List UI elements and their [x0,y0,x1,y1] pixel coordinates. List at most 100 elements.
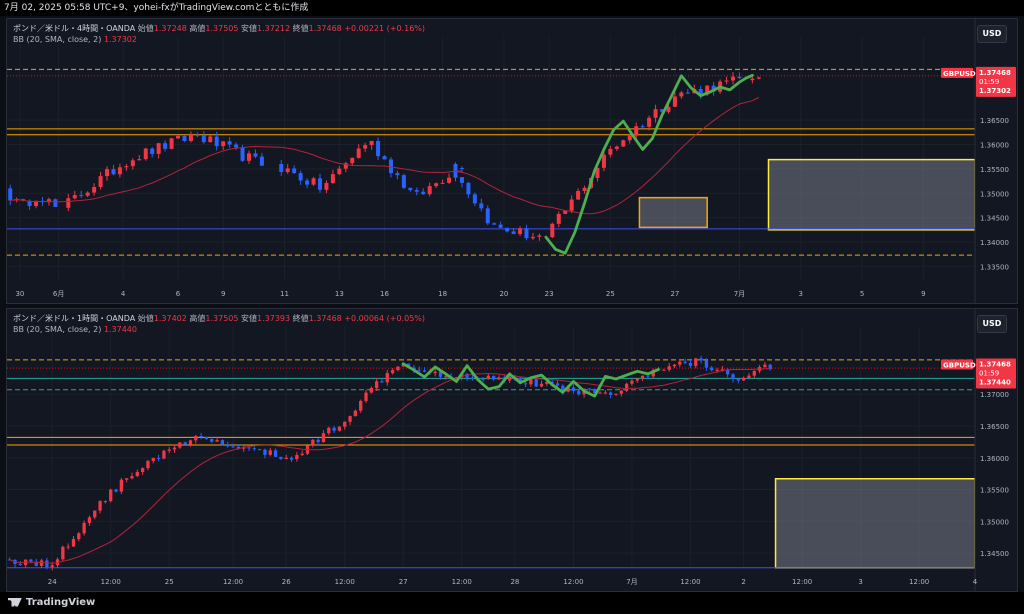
candle-body [571,387,576,391]
candle-body [92,187,97,193]
candle-body [85,192,90,196]
candle-body [300,453,304,456]
candle-body [124,166,129,168]
candle-body [390,370,395,374]
candle-body [518,377,522,384]
chart-panel-1h[interactable]: 1.37000 1.36500 1.36000 1.35500 1.35000 1.345… [6,308,1018,592]
wave-line [401,362,660,398]
bb-basis-line [9,368,771,564]
candle-body [176,135,181,139]
candle-body [627,135,632,141]
candle-body [156,457,161,459]
candle-body [167,449,171,451]
candle-body [704,360,709,368]
low-value: 1.37212 [257,24,291,33]
candle-body [151,457,155,461]
candle-body [433,371,437,374]
candle-body [130,160,135,167]
candle-body [215,440,219,442]
candle-body [292,168,297,174]
candle-body [337,426,342,431]
price-tick-label: 1.34500 [980,550,1009,558]
candle-body [498,224,503,228]
candle-body [279,164,284,173]
candle-body [34,561,38,566]
candle-body [273,450,278,457]
time-tick-label: 9 [221,290,225,298]
candle-body [683,361,687,363]
candle-body [608,148,613,155]
candle-body [226,444,230,447]
candle-body [208,136,213,143]
low-label: 安値 [241,314,258,323]
chart-panel-4h[interactable]: 1.36500 1.36000 1.35500 1.35000 1.34500 1.340… [6,18,1018,304]
time-tick-label: 25 [606,290,615,298]
candle-body [667,366,671,370]
candle-body [747,375,751,378]
currency-button-1h[interactable]: USD [977,315,1007,333]
candle-body [53,199,58,207]
candle-body [199,436,203,438]
tradingview-logo[interactable]: TradingView [8,597,95,608]
bb-legend-1h[interactable]: BB (20, SMA, close, 2) 1.37440 [13,324,137,335]
candle-body [710,367,714,371]
candle-body [730,76,736,81]
candle-body [408,187,413,191]
candle-body [337,168,342,175]
candle-body [698,89,703,95]
candle-body [685,92,690,94]
time-tick-label: 26 [282,578,291,586]
price-tag-bg [976,358,1016,389]
currency-button-4h[interactable]: USD [977,25,1007,43]
open-value: 1.37248 [153,24,187,33]
candle-body [285,168,290,173]
candle-body [635,378,639,381]
price-tick-label: 1.36000 [980,455,1009,463]
candle-body [34,200,39,207]
candle-body [27,200,32,207]
candle-body [257,449,262,451]
candle-body [614,146,619,149]
candle-body [672,364,677,367]
candle-body [221,141,226,147]
time-tick-label: 12:00 [335,578,355,586]
candle-body [252,448,256,450]
bb-legend-4h[interactable]: BB (20, SMA, close, 2) 1.37302 [13,34,137,45]
candle-body [382,156,387,160]
candle-body [374,381,379,388]
chart-4h-svg[interactable]: 1.36500 1.36000 1.35500 1.35000 1.34500 1.340… [7,19,1017,303]
candle-body [715,369,719,371]
candles [8,355,772,571]
bb-value: 1.37440 [103,325,137,334]
candle-body [135,472,139,477]
candle-body [356,148,361,158]
candle-body [634,126,639,136]
time-tick-label: 23 [545,290,554,298]
candle-body [396,366,400,371]
candle-body [119,479,124,492]
candle-body [465,373,469,378]
candle-body [72,195,77,199]
candle-body [253,153,258,157]
bb-price-label: 1.37302 [979,87,1011,95]
time-tick-label: 27 [399,578,408,586]
candle-body [561,385,565,392]
symbol-tag: GBPUSD [943,361,976,369]
chart-1h-svg[interactable]: 1.37000 1.36500 1.36000 1.35500 1.35000 1.345… [7,309,1017,591]
high-value: 1.37505 [205,314,239,323]
time-tick-label: 12:00 [909,578,929,586]
candles [8,72,761,241]
candle-body [768,364,772,370]
candle-body [609,392,613,395]
candle-body [194,436,198,441]
candle-body [140,468,145,473]
price-tick-label: 1.36500 [980,423,1009,431]
candle-body [534,378,538,387]
candle-body [172,447,177,450]
low-value: 1.37393 [257,314,291,323]
candle-body [678,361,682,365]
candle-body [66,198,71,208]
candle-body [614,393,618,395]
candle-body [422,370,427,372]
candle-body [640,375,645,379]
